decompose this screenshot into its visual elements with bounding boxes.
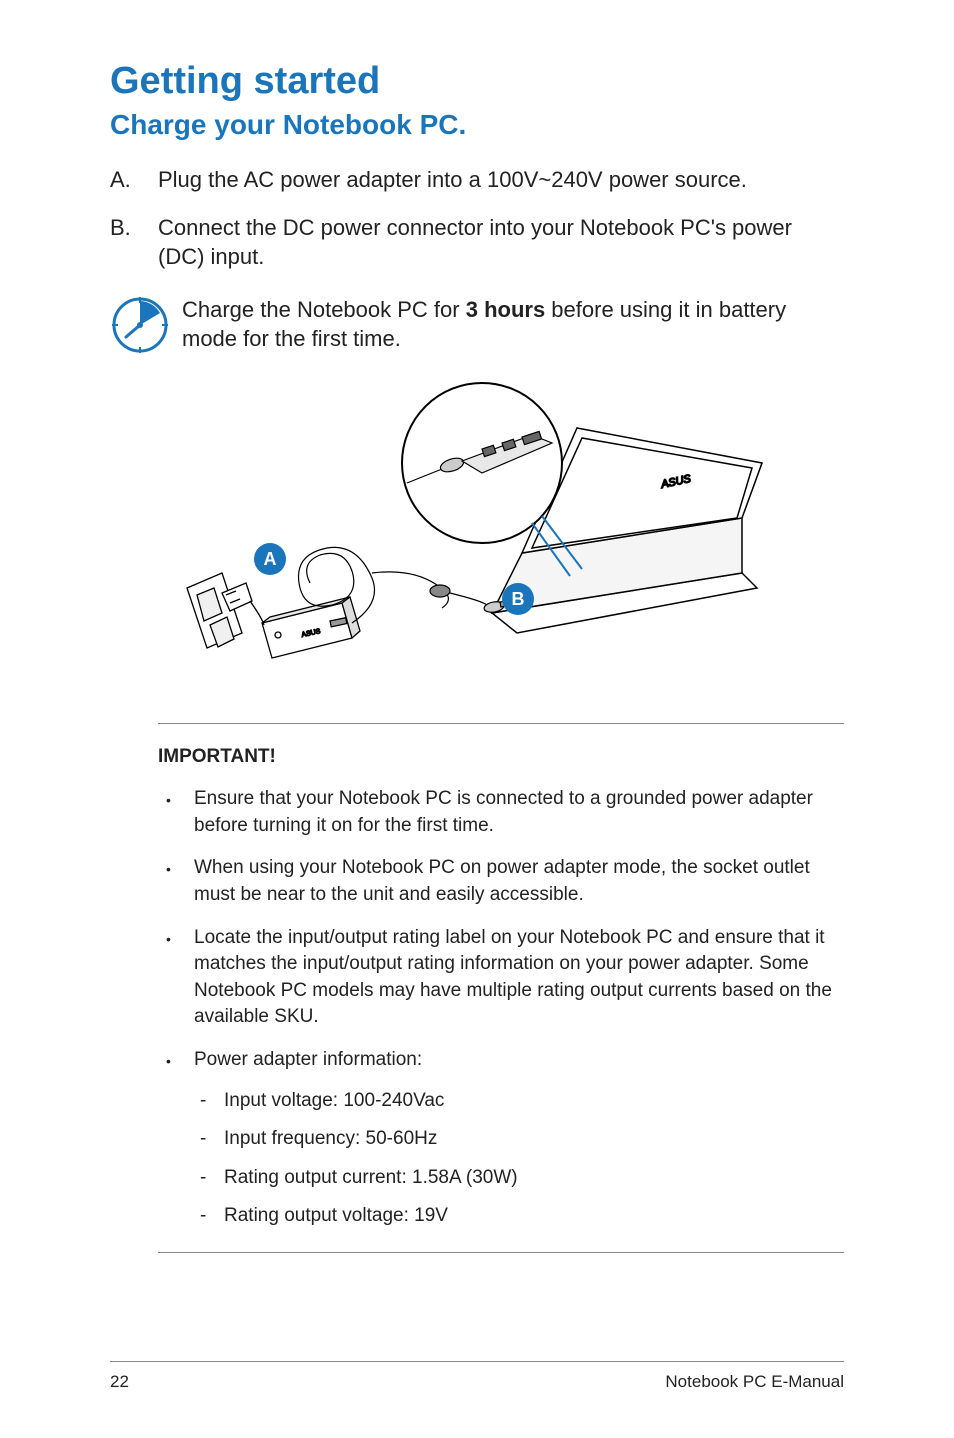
list-item: • Locate the input/output rating label o… bbox=[158, 925, 844, 1031]
list-item: • When using your Notebook PC on power a… bbox=[158, 855, 844, 908]
page-footer: 22 Notebook PC E-Manual bbox=[110, 1361, 844, 1392]
dash-icon: - bbox=[194, 1126, 224, 1153]
bullet-icon: • bbox=[158, 855, 194, 908]
heading-2: Charge your Notebook PC. bbox=[110, 109, 844, 141]
bullet-text: Power adapter information: bbox=[194, 1049, 422, 1070]
clock-icon bbox=[112, 297, 168, 353]
important-list: • Ensure that your Notebook PC is connec… bbox=[158, 786, 844, 1230]
steps-list: A. Plug the AC power adapter into a 100V… bbox=[110, 165, 844, 272]
bullet-text: Ensure that your Notebook PC is connecte… bbox=[194, 786, 844, 839]
sub-text: Rating output current: 1.58A (30W) bbox=[224, 1165, 518, 1192]
bullet-text: When using your Notebook PC on power ada… bbox=[194, 855, 844, 908]
sub-item: -Input frequency: 50-60Hz bbox=[194, 1126, 844, 1153]
step-item: A. Plug the AC power adapter into a 100V… bbox=[110, 165, 844, 195]
list-item: • Power adapter information: -Input volt… bbox=[158, 1047, 844, 1230]
bullet-text: Locate the input/output rating label on … bbox=[194, 925, 844, 1031]
sub-text: Rating output voltage: 19V bbox=[224, 1203, 448, 1230]
diagram-badge-a: A bbox=[254, 543, 286, 575]
dash-icon: - bbox=[194, 1088, 224, 1115]
charging-diagram: ASUS bbox=[182, 373, 772, 673]
step-marker: A. bbox=[110, 165, 158, 195]
note-text: Charge the Notebook PC for 3 hours befor… bbox=[182, 296, 844, 353]
step-marker: B. bbox=[110, 213, 158, 272]
bullet-icon: • bbox=[158, 786, 194, 839]
sub-item: -Rating output current: 1.58A (30W) bbox=[194, 1165, 844, 1192]
important-label: IMPORTANT! bbox=[158, 746, 844, 768]
page-number: 22 bbox=[110, 1372, 129, 1392]
sub-text: Input frequency: 50-60Hz bbox=[224, 1126, 437, 1153]
charge-note: Charge the Notebook PC for 3 hours befor… bbox=[112, 296, 844, 353]
important-box: IMPORTANT! • Ensure that your Notebook P… bbox=[158, 723, 844, 1253]
bullet-text-with-sub: Power adapter information: -Input voltag… bbox=[194, 1047, 844, 1230]
heading-1: Getting started bbox=[110, 60, 844, 103]
sub-item: -Input voltage: 100-240Vac bbox=[194, 1088, 844, 1115]
note-bold: 3 hours bbox=[466, 297, 545, 322]
step-text: Connect the DC power connector into your… bbox=[158, 213, 844, 272]
bullet-icon: • bbox=[158, 925, 194, 1031]
list-item: • Ensure that your Notebook PC is connec… bbox=[158, 786, 844, 839]
bullet-icon: • bbox=[158, 1047, 194, 1230]
dash-icon: - bbox=[194, 1165, 224, 1192]
step-item: B. Connect the DC power connector into y… bbox=[110, 213, 844, 272]
dash-icon: - bbox=[194, 1203, 224, 1230]
sub-item: -Rating output voltage: 19V bbox=[194, 1203, 844, 1230]
sub-text: Input voltage: 100-240Vac bbox=[224, 1088, 444, 1115]
page: Getting started Charge your Notebook PC.… bbox=[0, 0, 954, 1438]
diagram-badge-b: B bbox=[502, 583, 534, 615]
step-text: Plug the AC power adapter into a 100V~24… bbox=[158, 165, 844, 195]
footer-title: Notebook PC E-Manual bbox=[665, 1372, 844, 1392]
sub-list: -Input voltage: 100-240Vac -Input freque… bbox=[194, 1088, 844, 1230]
note-pre: Charge the Notebook PC for bbox=[182, 297, 466, 322]
